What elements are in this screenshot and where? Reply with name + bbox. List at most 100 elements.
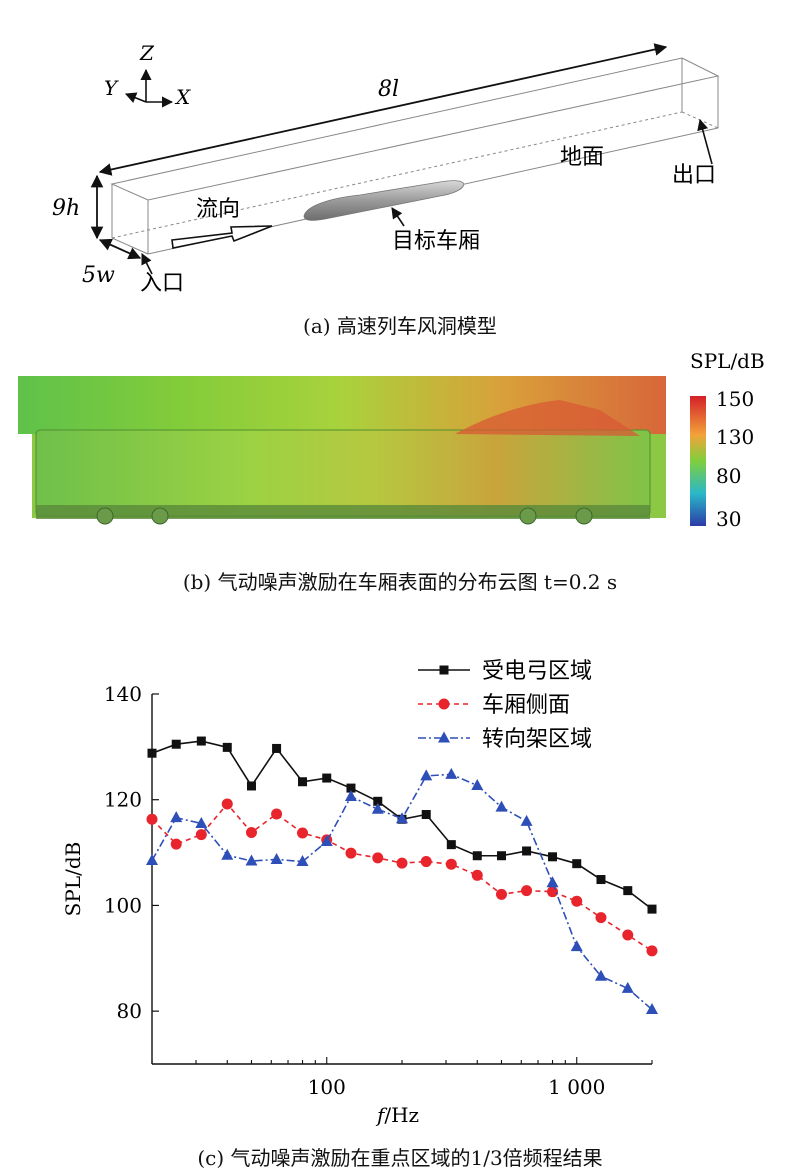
data-point <box>472 851 482 861</box>
legend-label: 受电弓区域 <box>482 659 592 684</box>
data-point <box>420 856 432 868</box>
data-point <box>439 665 449 675</box>
data-point <box>570 940 583 952</box>
length-label: 8l <box>378 77 399 102</box>
data-point <box>421 810 431 820</box>
data-point <box>571 895 583 907</box>
data-point <box>320 834 333 846</box>
data-point <box>446 840 456 850</box>
target-carriage-model <box>303 180 465 221</box>
target-pointer-arrow <box>391 207 405 227</box>
data-point <box>372 852 384 864</box>
x-tick-label: 1 000 <box>548 1075 605 1099</box>
data-point <box>221 848 234 860</box>
series-line <box>151 802 653 952</box>
data-point <box>596 875 606 885</box>
data-point <box>495 888 507 900</box>
y-axis-arrow <box>124 92 147 103</box>
series-line <box>151 773 653 1011</box>
y-tick-label: 140 <box>104 682 142 706</box>
data-point <box>445 858 457 870</box>
ground-label: 地面 <box>560 145 604 170</box>
pantograph-hotspot <box>455 400 640 436</box>
data-point <box>272 743 282 753</box>
y-tick-label: 100 <box>104 893 142 917</box>
data-point <box>548 852 558 862</box>
data-point <box>371 802 384 814</box>
data-point <box>170 838 182 850</box>
octave-band-chart: 80 100 120 140 100 1 000 f/Hz SPL/dB 受电弓区域车厢侧面转… <box>61 659 658 1127</box>
data-point <box>195 817 208 828</box>
data-point <box>471 869 483 881</box>
data-point <box>322 773 332 783</box>
data-point <box>297 827 309 839</box>
data-point <box>496 851 506 861</box>
target-label: 目标车厢 <box>392 229 480 254</box>
data-point <box>396 812 408 824</box>
data-point <box>270 852 283 864</box>
bogie-wheel <box>519 507 537 525</box>
data-point <box>147 748 157 758</box>
width-label: 5w <box>82 263 115 288</box>
y-tick-label: 120 <box>104 788 142 812</box>
data-point <box>420 769 433 781</box>
data-point <box>345 847 357 859</box>
height-label: 9h <box>52 196 80 221</box>
x-axis-label: X <box>174 85 191 109</box>
data-point <box>623 886 633 896</box>
outlet-label: 出口 <box>672 163 716 188</box>
data-point <box>196 736 206 746</box>
data-point <box>647 904 657 914</box>
flow-arrow <box>171 225 273 249</box>
data-point <box>373 796 383 806</box>
width-dimension-arrow <box>98 238 142 260</box>
wind-tunnel-diagram: Z Y X 8l 9h 5w 流向 目标车厢 地面 出口 入口 <box>52 41 720 296</box>
data-point <box>221 798 233 810</box>
x-tick-label: 100 <box>308 1075 346 1099</box>
inlet-label: 入口 <box>140 271 184 296</box>
data-point <box>438 698 450 710</box>
y-axis-title: SPL/dB <box>61 842 85 917</box>
caption-a: (a) 高速列车风洞模型 <box>303 314 497 338</box>
data-point <box>170 811 183 823</box>
data-point <box>546 876 559 888</box>
outlet-pointer-arrow <box>697 118 713 165</box>
legend-label: 转向架区域 <box>482 727 592 752</box>
data-point <box>471 778 484 790</box>
data-point <box>522 846 532 856</box>
data-point <box>547 886 559 898</box>
series-2 <box>146 798 658 957</box>
colorbar-tick: 80 <box>716 464 741 488</box>
data-point <box>396 857 408 869</box>
data-point <box>520 814 533 826</box>
caption-b: (b) 气动噪声激励在车厢表面的分布云图 t=0.2 s <box>182 570 618 594</box>
data-point <box>245 826 257 838</box>
z-axis-label: Z <box>139 41 155 65</box>
data-point <box>646 1003 658 1015</box>
data-point <box>621 981 634 993</box>
data-point <box>296 855 309 867</box>
data-point <box>595 912 607 924</box>
x-axis-title: f/Hz <box>375 1103 419 1127</box>
colorbar-tick: 130 <box>716 425 754 449</box>
colorbar-tick: 30 <box>716 507 741 531</box>
carriage-body <box>35 429 651 517</box>
data-point <box>344 790 357 802</box>
colorbar <box>690 396 706 526</box>
data-point <box>271 808 283 820</box>
data-point <box>245 854 258 866</box>
data-point <box>445 767 458 779</box>
flow-label: 流向 <box>196 197 240 222</box>
series-line <box>151 740 653 910</box>
data-point <box>622 929 634 941</box>
inlet-pointer-arrow <box>141 252 153 275</box>
legend-label: 车厢侧面 <box>482 693 570 718</box>
data-point <box>298 777 308 787</box>
spl-contour-figure: SPL/dB 150 130 80 30 <box>18 349 765 531</box>
data-point <box>195 829 207 841</box>
y-tick-label: 80 <box>117 999 142 1023</box>
tunnel-box <box>110 57 720 255</box>
data-point <box>495 800 508 812</box>
data-point <box>646 945 658 957</box>
undercarriage <box>36 505 650 519</box>
